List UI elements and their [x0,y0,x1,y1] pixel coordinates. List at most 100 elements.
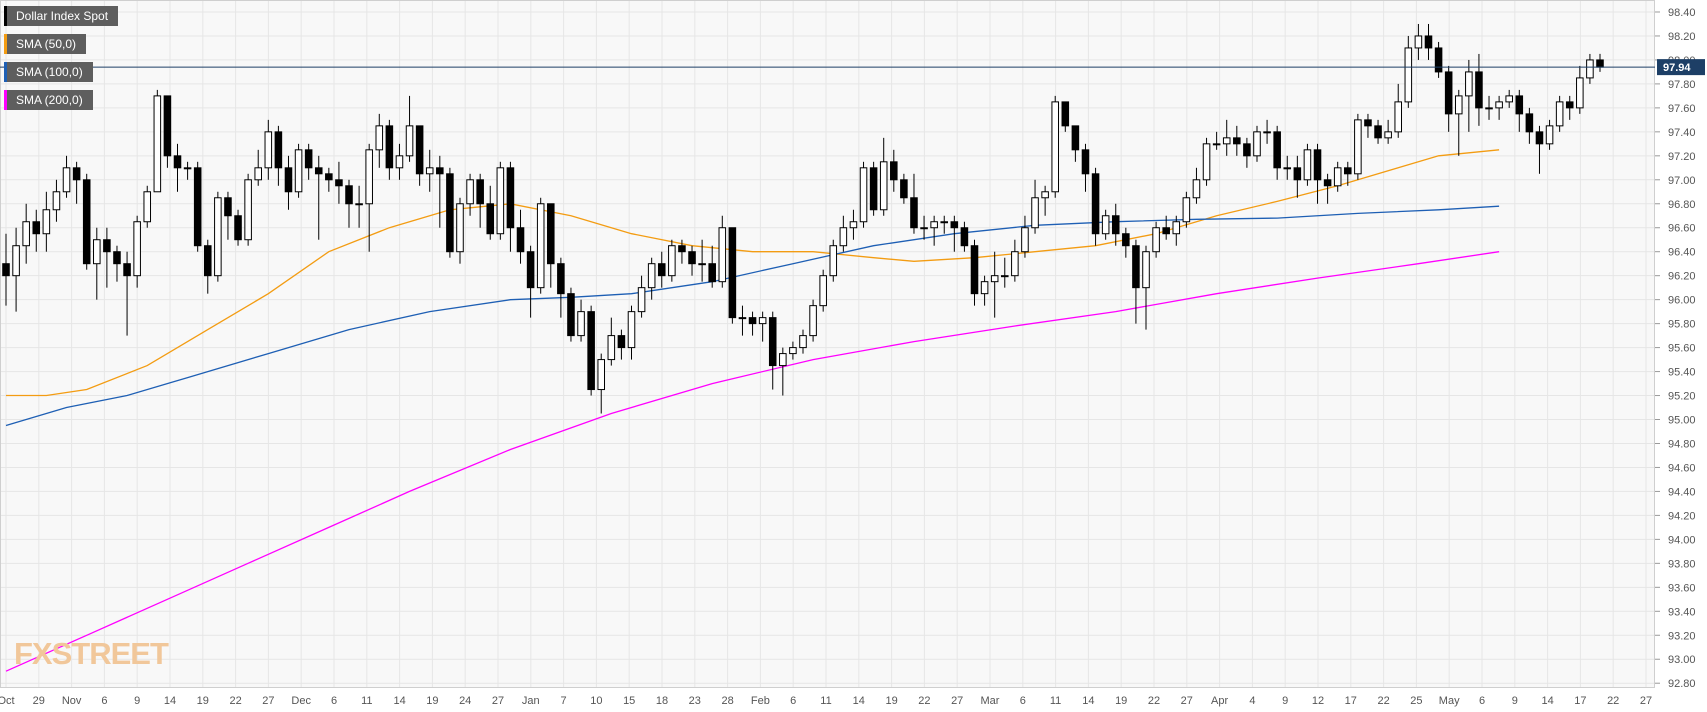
y-tick-label: 94.60 [1668,462,1696,474]
candle-body [627,311,636,349]
candle-body [960,227,969,247]
legend-item-dollar-index[interactable]: Dollar Index Spot [4,6,119,26]
y-tick-label: 96.60 [1668,223,1696,235]
candle-body [758,317,767,325]
candle-body [254,167,262,181]
candle-body [103,239,111,253]
candle-body [930,221,938,229]
candle-body [1021,227,1029,253]
candle-body [183,167,192,170]
candle-body [82,179,91,265]
x-tick-label: 27 [262,695,274,707]
candle-body [1162,227,1170,235]
candle-body [1243,143,1251,157]
x-tick-label: 6 [1479,695,1485,707]
x-tick-label: 19 [197,695,209,707]
candle-body [1434,47,1443,73]
x-tick-label: 18 [656,695,668,707]
candle-body [93,239,101,265]
x-tick-label: 9 [1282,695,1288,707]
candle-body [456,203,464,253]
y-tick-label: 98.40 [1668,7,1696,19]
candle-body [879,161,888,211]
candle-body [839,227,848,247]
y-tick-label: 95.20 [1668,391,1696,403]
legend-label: Dollar Index Spot [16,9,109,23]
candle-body [1323,179,1332,187]
x-tick-label: 22 [1377,695,1389,707]
legend-item-sma-50[interactable]: SMA (50,0) [4,34,87,54]
y-tick-label: 94.40 [1668,486,1696,498]
x-tick-label: 19 [885,695,897,707]
candle-body [1011,251,1019,277]
candle-body [1253,131,1261,157]
series-line [6,149,1500,397]
y-tick-label: 96.00 [1668,295,1696,307]
candle-body [42,209,51,235]
candle-body [173,155,182,169]
candle-body [1283,167,1292,170]
candle-body [476,179,484,205]
candle-body [1465,71,1473,97]
legend-swatch [4,6,7,26]
candle-body [314,167,323,175]
candle-body [244,179,252,241]
y-tick-label: 96.80 [1668,199,1696,211]
x-tick-label: 19 [1115,695,1127,707]
candle-body [1101,215,1110,235]
x-tick-label: 7 [561,695,567,707]
x-tick-label: 12 [1312,695,1324,707]
candle-body [1515,95,1524,115]
candle-body [819,275,827,307]
chart-legend: Dollar Index Spot SMA (50,0) SMA (100,0)… [4,6,119,118]
candle-body [738,317,747,320]
y-tick-label: 97.00 [1668,175,1696,187]
candle-body [698,263,706,266]
y-tick-label: 96.20 [1668,271,1696,283]
candle-body [708,263,716,283]
candle-body [728,227,737,319]
candle-body [1404,47,1413,103]
candle-body [395,155,404,169]
candle-body [203,245,212,277]
x-tick-label: Nov [62,695,82,707]
candle-body [436,167,444,175]
y-tick-label: 98.20 [1668,31,1696,43]
x-tick-label: 27 [492,695,504,707]
y-tick-label: 97.80 [1668,79,1696,91]
last-price-badge [1657,59,1705,76]
candle-body [1273,131,1281,169]
candle-body [1505,95,1513,103]
x-tick-label: 19 [426,695,438,707]
x-tick-label: 27 [1640,695,1652,707]
candle-body [1192,179,1201,199]
candle-body [1354,119,1362,175]
candle-body [1122,233,1130,247]
candle-body [768,317,777,367]
candle-body [990,275,999,283]
candle-body [1525,113,1534,133]
candle-body [1454,95,1463,115]
legend-item-sma-200[interactable]: SMA (200,0) [4,90,93,110]
candle-body [274,131,283,169]
legend-item-sma-100[interactable]: SMA (100,0) [4,62,93,82]
candle-body [799,335,807,349]
plot-frame [0,0,1655,688]
candle-body [637,287,646,313]
x-tick-label: Mar [981,695,1000,707]
candle-body [557,263,565,295]
candle-body [1152,227,1160,253]
candle-body [12,245,20,277]
candle-body [577,311,585,337]
candle-body [536,203,545,289]
candle-body [365,149,373,205]
x-tick-label: 14 [1541,695,1553,707]
candle-body [153,95,162,193]
candle-body [22,221,30,247]
candle-body [1000,275,1009,278]
candle-body [748,317,757,325]
candle-body [2,263,10,277]
candle-body [1475,71,1483,109]
